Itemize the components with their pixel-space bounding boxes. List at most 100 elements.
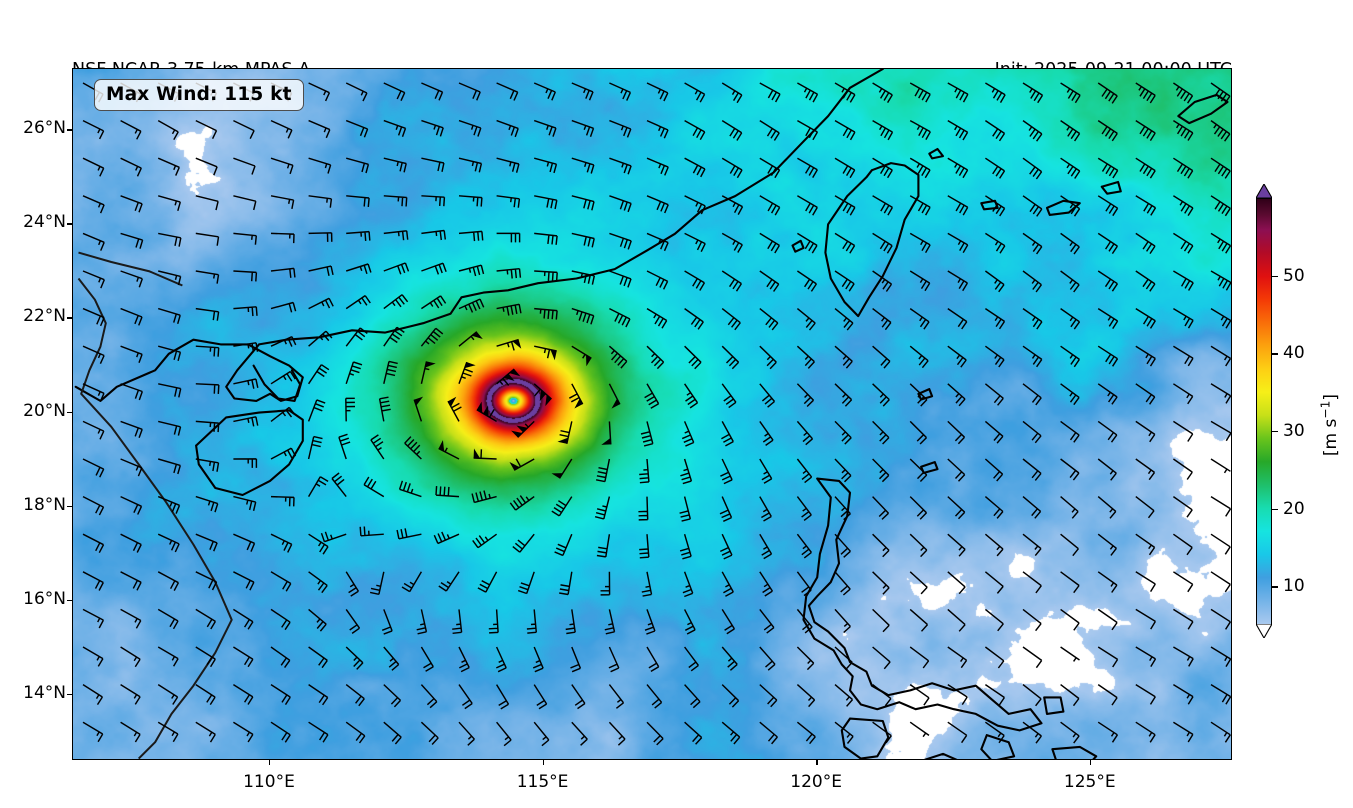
wind-barb xyxy=(1022,533,1042,557)
wind-barb xyxy=(1097,307,1119,329)
wind-barb xyxy=(872,345,891,369)
wind-barb-flag xyxy=(414,396,424,406)
wind-barb xyxy=(82,270,105,289)
wind-barb xyxy=(331,472,347,498)
wind-barb xyxy=(308,330,333,347)
wind-barb xyxy=(834,383,853,407)
wind-barb xyxy=(909,82,931,103)
wind-barb xyxy=(308,533,329,555)
wind-barb xyxy=(984,608,1004,632)
wind-barb xyxy=(985,195,1006,217)
wind-barb xyxy=(1022,458,1042,481)
wind-barb xyxy=(338,433,351,460)
wind-barb xyxy=(1173,571,1194,593)
wind-barb xyxy=(608,646,620,673)
wind-barb xyxy=(233,416,259,427)
y-tickmark xyxy=(67,223,72,225)
wind-barb xyxy=(82,157,105,177)
wind-barb xyxy=(1135,721,1156,743)
wind-barb xyxy=(533,82,556,101)
wind-barb xyxy=(721,157,743,179)
wind-barb xyxy=(796,721,816,745)
wind-barb xyxy=(1060,721,1080,744)
wind-barb xyxy=(308,721,329,743)
wind-barb xyxy=(157,119,179,141)
wind-barb xyxy=(120,495,143,515)
coastline-segment xyxy=(824,162,920,318)
coastline-segment xyxy=(791,239,805,253)
wind-barb xyxy=(438,571,460,592)
coastline-segment xyxy=(1045,199,1081,216)
wind-barb xyxy=(759,195,781,216)
wind-barb xyxy=(534,270,558,282)
wind-barb xyxy=(270,157,294,175)
wind-barb xyxy=(307,476,329,497)
wind-barb xyxy=(646,270,669,290)
wind-barb xyxy=(1060,82,1081,104)
wind-barb xyxy=(195,307,220,321)
wind-barb xyxy=(421,229,447,241)
wind-barb xyxy=(496,721,512,747)
wind-barb xyxy=(1135,119,1156,141)
wind-barb xyxy=(1060,684,1080,707)
wind-barb xyxy=(195,721,216,743)
wind-barb xyxy=(1173,646,1194,667)
wind-barb xyxy=(646,345,665,370)
wind-barb xyxy=(82,683,104,705)
wind-barb xyxy=(797,195,818,216)
wind-barb xyxy=(947,571,966,595)
wind-barb xyxy=(759,533,773,560)
y-tickmark xyxy=(67,505,72,508)
wind-barb xyxy=(1060,420,1080,443)
colorbar-over-arrow xyxy=(1256,184,1272,198)
coastline-segment xyxy=(928,147,945,160)
wind-barb xyxy=(381,609,393,635)
wind-barb xyxy=(684,684,701,709)
wind-barb xyxy=(120,683,141,705)
wind-barb xyxy=(947,308,968,330)
wind-barb xyxy=(120,232,144,249)
wind-barb xyxy=(345,82,368,102)
y-ticklabel: 22°N xyxy=(23,306,66,327)
wind-barb xyxy=(1097,195,1119,217)
wind-barb xyxy=(721,195,744,215)
wind-barb xyxy=(947,683,968,705)
wind-barb xyxy=(120,571,142,591)
wind-barb xyxy=(320,531,347,543)
wind-barb xyxy=(307,435,323,460)
wind-barb xyxy=(345,571,360,597)
wind-barb xyxy=(571,684,586,710)
wind-barb-flag xyxy=(574,398,583,409)
x-ticklabel: 110°E xyxy=(243,772,295,792)
wind-barb xyxy=(458,195,483,207)
wind-barb xyxy=(496,232,521,243)
wind-barb xyxy=(909,496,928,520)
wind-barb xyxy=(1097,345,1119,367)
wind-barb xyxy=(270,267,296,278)
wind-barb xyxy=(308,608,327,632)
wind-barb xyxy=(909,119,931,140)
wind-barb xyxy=(1173,157,1194,179)
wind-barb xyxy=(1172,82,1194,104)
wind-barb xyxy=(1210,721,1231,743)
wind-barb xyxy=(82,533,105,554)
colorbar-tickmark xyxy=(1272,430,1278,433)
wind-barb xyxy=(195,608,217,630)
wind-barb-flag xyxy=(471,331,483,339)
x-tickmark xyxy=(816,760,818,765)
wind-barb xyxy=(721,609,736,635)
wind-barb xyxy=(1135,307,1156,329)
wind-barb xyxy=(195,232,220,246)
wind-barb xyxy=(1173,683,1194,705)
wind-barb xyxy=(1097,684,1118,706)
wind-barb xyxy=(233,119,255,140)
wind-barb xyxy=(383,119,407,138)
wind-barb xyxy=(797,82,819,103)
wind-barb xyxy=(600,571,611,596)
wind-barb xyxy=(488,609,499,634)
wind-barb xyxy=(1135,157,1156,179)
wind-barb xyxy=(1060,308,1081,330)
wind-barb xyxy=(233,646,254,668)
wind-barb xyxy=(872,608,890,633)
wind-barb xyxy=(684,195,706,215)
